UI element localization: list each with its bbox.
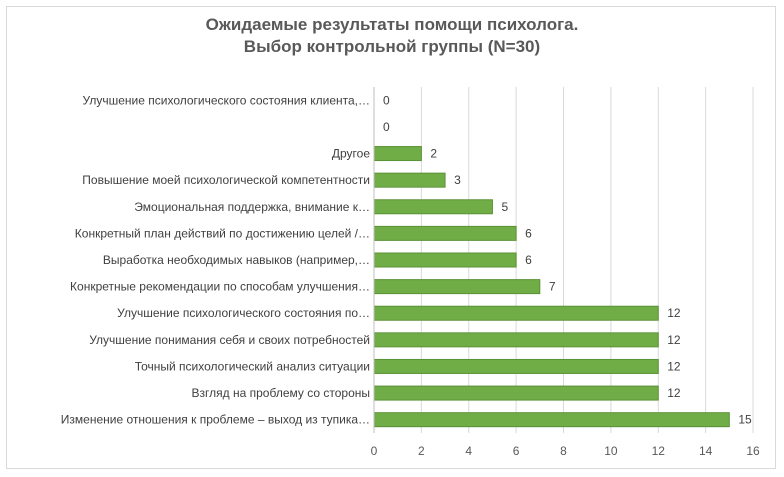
category-label-0: Улучшение психологического состояния кли…: [83, 93, 370, 107]
bar-6: [373, 252, 517, 268]
bar-8: [373, 305, 659, 321]
chart-title: Ожидаемые результаты помощи психолога. В…: [0, 14, 784, 58]
category-label-9: Улучшение понимания себя и своих потребн…: [89, 333, 370, 347]
value-label-5: 6: [525, 226, 532, 240]
category-label-5: Конкретный план действий по достижению ц…: [75, 226, 370, 240]
x-tick-label-7: 14: [699, 444, 713, 458]
value-label-6: 6: [525, 253, 532, 267]
category-label-8: Улучшение психологического состояния по…: [117, 306, 370, 320]
chart-title-line-1: Ожидаемые результаты помощи психолога.: [205, 15, 579, 34]
bar-12: [373, 412, 730, 428]
category-label-12: Изменение отношения к проблеме – выход и…: [61, 413, 370, 427]
x-tick-label-5: 10: [604, 444, 618, 458]
x-tick-label-1: 2: [418, 444, 425, 458]
category-label-10: Точный психологический анализ ситуации: [135, 359, 370, 373]
category-label-3: Повышение моей психологической компетент…: [82, 173, 370, 187]
value-label-2: 2: [430, 147, 437, 161]
bar-7: [373, 279, 541, 295]
value-label-7: 7: [549, 280, 556, 294]
x-tick-label-2: 4: [465, 444, 472, 458]
bar-11: [373, 385, 659, 401]
category-label-6: Выработка необходимых навыков (например,…: [103, 253, 370, 267]
value-label-8: 12: [667, 306, 681, 320]
value-label-3: 3: [454, 173, 461, 187]
bar-9: [373, 332, 659, 348]
value-label-1: 0: [383, 120, 390, 134]
value-label-9: 12: [667, 333, 681, 347]
value-label-11: 12: [667, 386, 681, 400]
chart-title-line-2: Выбор контрольной группы (N=30): [243, 37, 541, 56]
bar-5: [373, 225, 517, 241]
x-tick-label-3: 6: [513, 444, 520, 458]
category-label-7: Конкретные рекомендации по способам улуч…: [70, 280, 370, 294]
value-label-10: 12: [667, 359, 681, 373]
category-label-2: Другое: [332, 147, 370, 161]
x-tick-label-4: 8: [560, 444, 567, 458]
bar-2: [373, 146, 422, 162]
x-tick-label-0: 0: [371, 444, 378, 458]
x-tick-label-6: 12: [652, 444, 666, 458]
category-label-11: Взгляд на проблему со стороны: [192, 386, 370, 400]
bar-3: [373, 172, 446, 188]
value-label-4: 5: [501, 200, 508, 214]
bar-4: [373, 199, 493, 215]
bar-10: [373, 358, 659, 374]
x-tick-label-8: 16: [746, 444, 760, 458]
value-label-0: 0: [383, 93, 390, 107]
category-label-4: Эмоциональная поддержка, внимание к…: [134, 200, 370, 214]
value-label-12: 15: [738, 413, 752, 427]
